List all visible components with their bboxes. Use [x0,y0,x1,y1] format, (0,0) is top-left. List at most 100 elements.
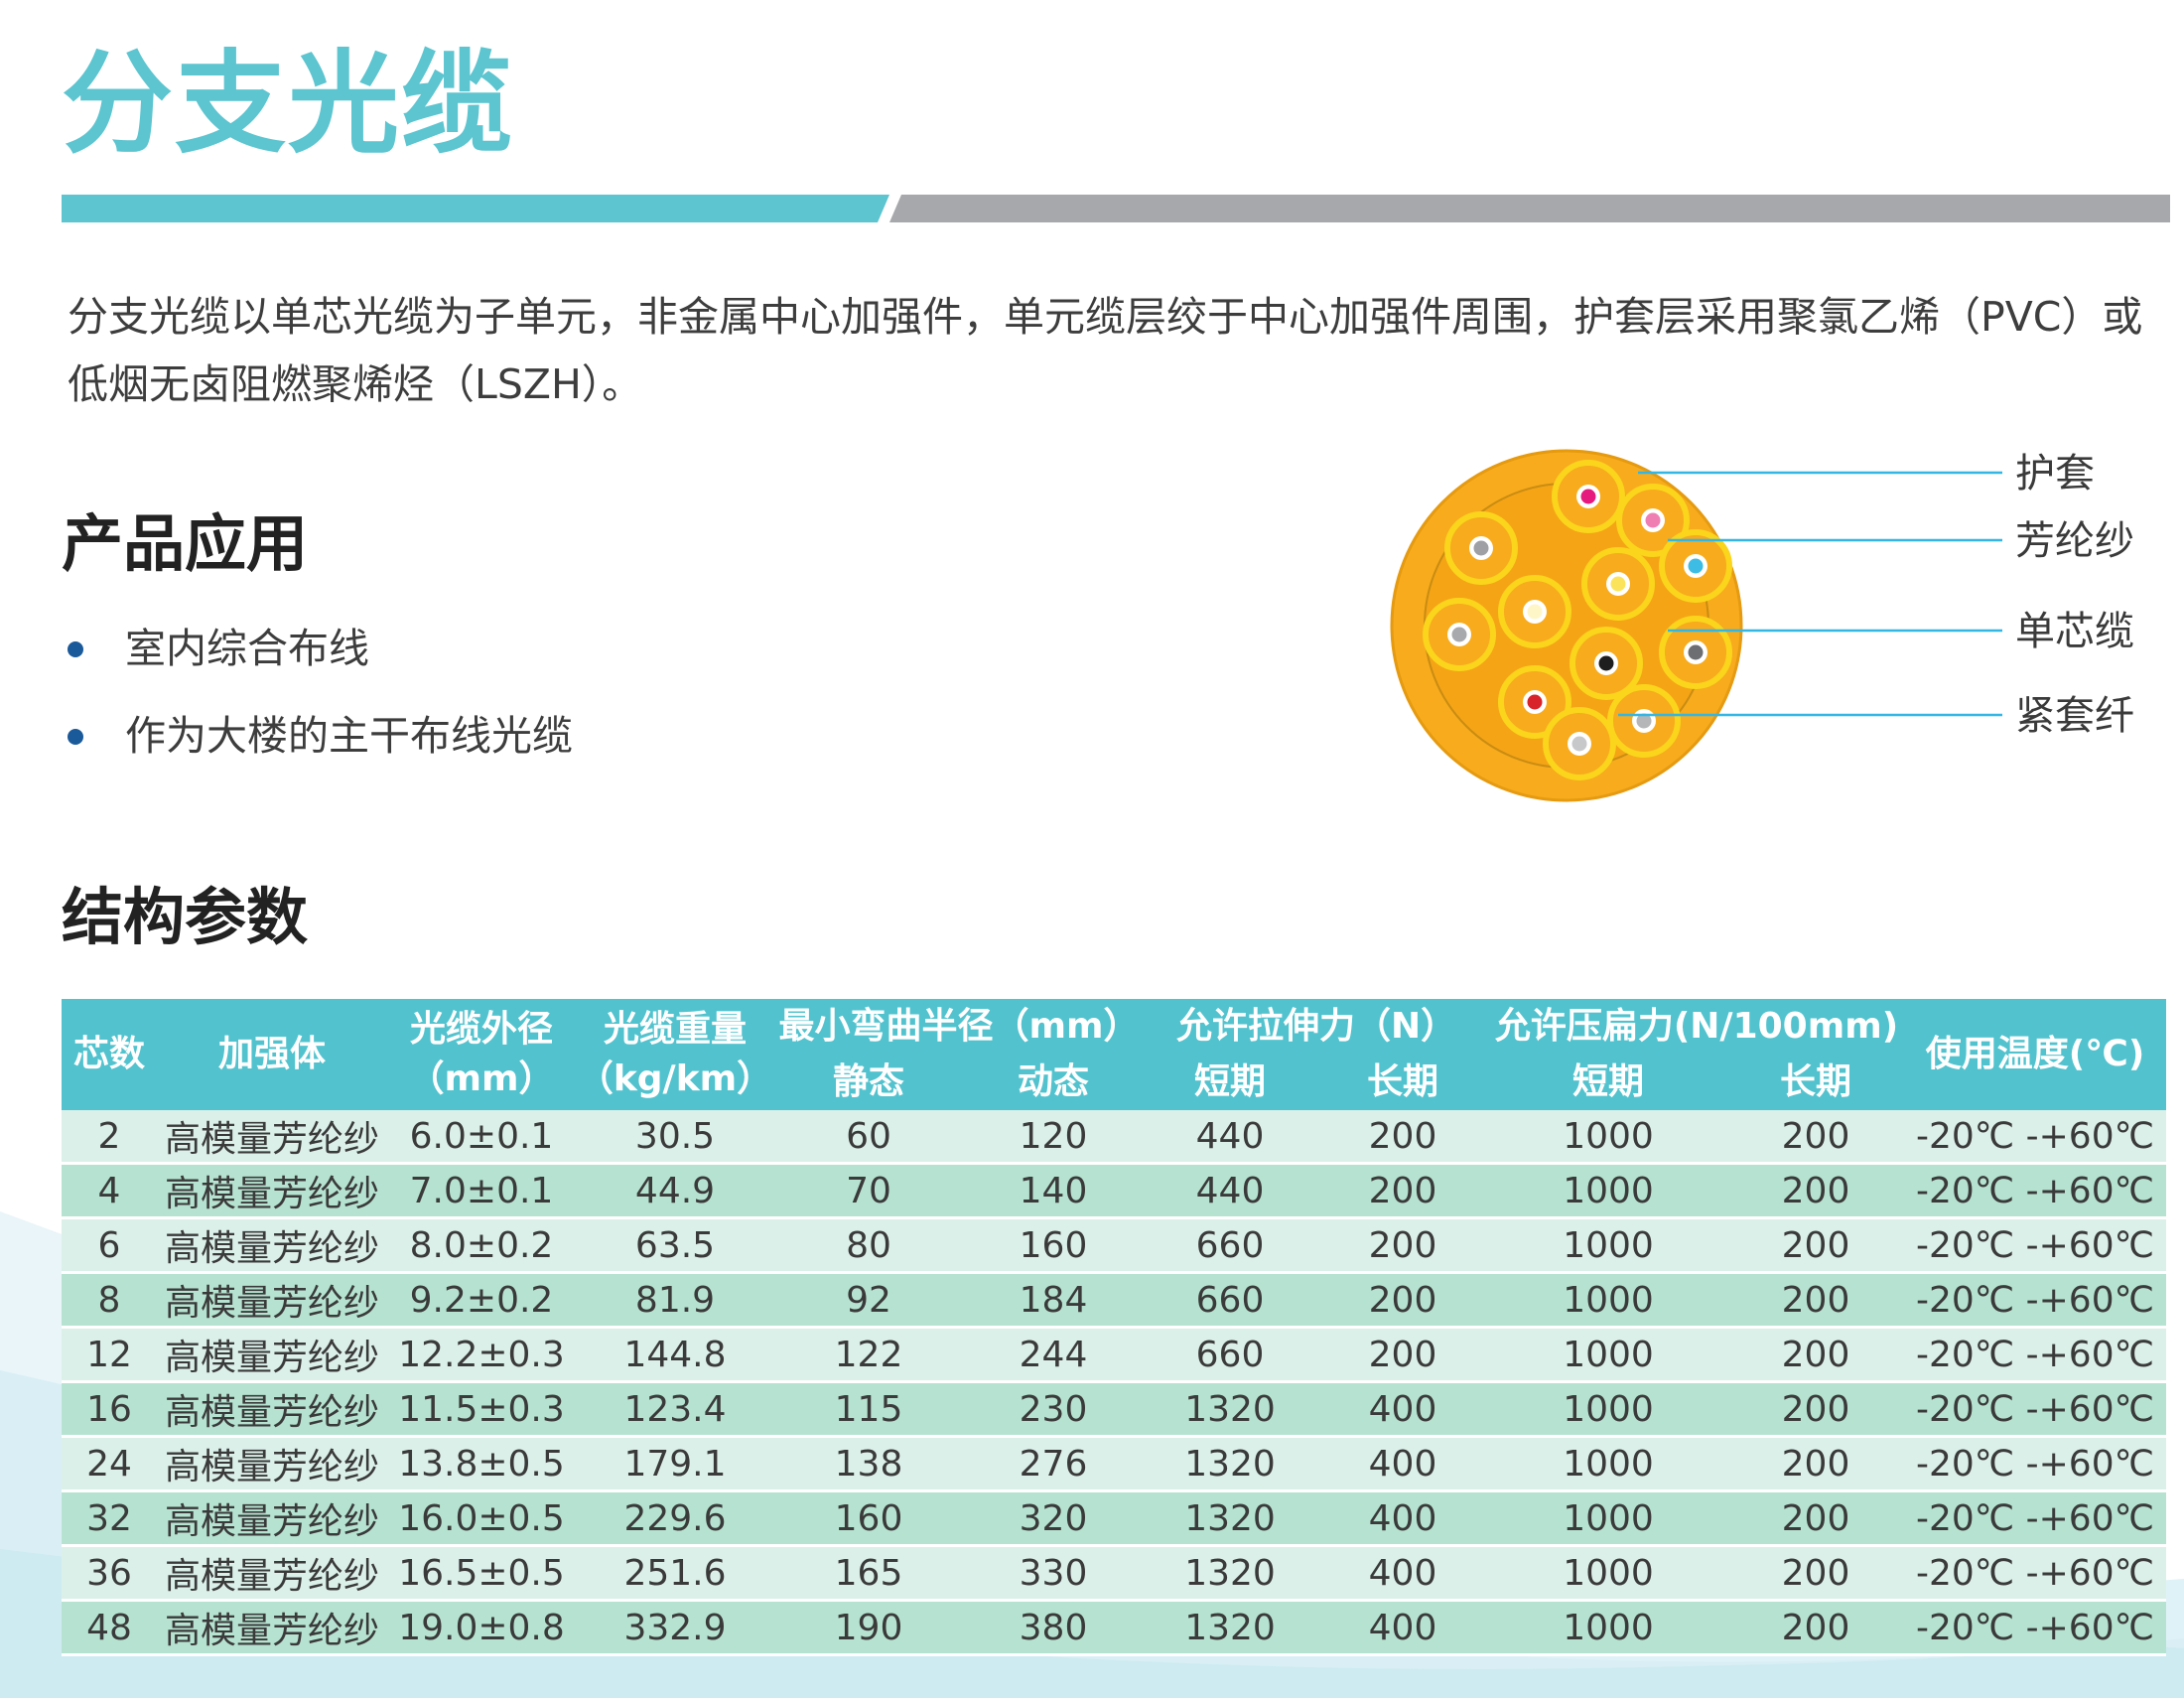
cell-tensile-short: 440 [1144,1110,1316,1165]
bullet-icon [68,729,83,745]
diagram-label-unit-cable: 单芯缆 [2015,609,2134,654]
cell-bend-static: 122 [774,1327,963,1383]
header-cores: 芯数 [62,999,157,1110]
cell-crush-long: 200 [1727,1381,1905,1438]
cell-temperature: -20℃ -+60℃ [1904,1381,2167,1438]
cell-crush-short: 1000 [1489,1545,1728,1602]
table-row: 36 高模量芳纶纱 16.5±0.5 251.6 165 330 1320 400 1000 20… [62,1545,2167,1602]
cell-cores: 24 [62,1436,157,1492]
cell-diameter: 6.0±0.1 [387,1110,576,1165]
cell-cores: 12 [62,1327,157,1383]
cell-weight: 44.9 [576,1163,774,1219]
cell-tensile-short: 1320 [1144,1545,1316,1602]
cable-cross-section-diagram: 护套 芳纶纱 单芯缆 紧套纤 [1390,449,2134,802]
cell-crush-short: 1000 [1489,1272,1728,1329]
cell-weight: 251.6 [576,1545,774,1602]
cell-diameter: 13.8±0.5 [387,1436,576,1492]
fiber-core [1688,644,1704,660]
cell-diameter: 9.2±0.2 [387,1272,576,1329]
cell-bend-dynamic: 184 [963,1272,1144,1329]
table-row: 6 高模量芳纶纱 8.0±0.2 63.5 80 160 660 200 1000 200 -20℃… [62,1217,2167,1274]
applications-heading: 产品应用 [62,507,309,580]
cell-temperature: -20℃ -+60℃ [1904,1490,2167,1547]
cell-tensile-short: 660 [1144,1272,1316,1329]
cell-weight: 63.5 [576,1217,774,1274]
cell-bend-static: 165 [774,1545,963,1602]
cell-bend-static: 80 [774,1217,963,1274]
cell-bend-static: 115 [774,1381,963,1438]
cell-diameter: 19.0±0.8 [387,1600,576,1656]
cell-diameter: 8.0±0.2 [387,1217,576,1274]
cell-crush-short: 1000 [1489,1381,1728,1438]
cell-crush-long: 200 [1727,1110,1905,1165]
header-crush-long: 长期 [1727,1055,1905,1110]
cell-tensile-long: 200 [1316,1163,1490,1219]
cell-temperature: -20℃ -+60℃ [1904,1600,2167,1656]
table-row: 4 高模量芳纶纱 7.0±0.1 44.9 70 140 440 200 1000 200 -20℃… [62,1163,2167,1219]
cell-crush-long: 200 [1727,1163,1905,1219]
cell-diameter: 7.0±0.1 [387,1163,576,1219]
header-weight: 光缆重量（kg/km） [576,999,774,1110]
cell-bend-static: 138 [774,1436,963,1492]
header-bend-dynamic: 动态 [963,1055,1144,1110]
cell-cores: 8 [62,1272,157,1329]
header-temperature: 使用温度(℃) [1904,999,2167,1110]
cell-temperature: -20℃ -+60℃ [1904,1327,2167,1383]
header-crush: 允许压扁力(N/100mm) [1489,999,1905,1055]
header-bend-static: 静态 [774,1055,963,1110]
cell-bend-dynamic: 140 [963,1163,1144,1219]
cell-bend-static: 160 [774,1490,963,1547]
fiber-core [1473,540,1489,556]
table-row: 32 高模量芳纶纱 16.0±0.5 229.6 160 320 1320 400 1000 20… [62,1490,2167,1547]
cell-crush-long: 200 [1727,1600,1905,1656]
fiber-core [1527,604,1543,620]
cell-weight: 332.9 [576,1600,774,1656]
table-row: 16 高模量芳纶纱 11.5±0.3 123.4 115 230 1320 400 1000 20… [62,1381,2167,1438]
cell-tensile-short: 440 [1144,1163,1316,1219]
cell-crush-short: 1000 [1489,1327,1728,1383]
cell-crush-long: 200 [1727,1327,1905,1383]
header-crush-short: 短期 [1489,1055,1728,1110]
cell-strength: 高模量芳纶纱 [157,1600,387,1656]
cell-cores: 36 [62,1545,157,1602]
fiber-units [1423,460,1732,780]
diagram-label-tight-buffer: 紧套纤 [2015,693,2134,739]
fiber-core [1571,736,1587,752]
list-item: 室内综合布线 [68,614,573,701]
cell-weight: 144.8 [576,1327,774,1383]
cell-tensile-long: 400 [1316,1545,1490,1602]
cell-temperature: -20℃ -+60℃ [1904,1545,2167,1602]
bullet-icon [68,641,83,657]
cell-crush-long: 200 [1727,1272,1905,1329]
cell-cores: 4 [62,1163,157,1219]
table-row: 8 高模量芳纶纱 9.2±0.2 81.9 92 184 660 200 1000 200 -20℃… [62,1272,2167,1329]
cell-tensile-long: 200 [1316,1272,1490,1329]
cell-strength: 高模量芳纶纱 [157,1272,387,1329]
cell-crush-short: 1000 [1489,1436,1728,1492]
header-diameter: 光缆外径（mm） [387,999,576,1110]
cell-bend-dynamic: 276 [963,1436,1144,1492]
cell-tensile-short: 1320 [1144,1381,1316,1438]
title-divider [62,195,2170,222]
leader-lines [1618,471,2002,717]
cell-crush-short: 1000 [1489,1490,1728,1547]
fiber-core [1645,512,1661,528]
cell-cores: 2 [62,1110,157,1165]
cell-strength: 高模量芳纶纱 [157,1381,387,1438]
intro-paragraph: 分支光缆以单芯光缆为子单元，非金属中心加强件，单元缆层绞于中心加强件周围，护套层… [68,293,2143,408]
cell-bend-static: 190 [774,1600,963,1656]
cell-weight: 30.5 [576,1110,774,1165]
cell-temperature: -20℃ -+60℃ [1904,1110,2167,1165]
fiber-core [1636,713,1652,729]
cell-bend-dynamic: 380 [963,1600,1144,1656]
table-row: 48 高模量芳纶纱 19.0±0.8 332.9 190 380 1320 400 1000 20… [62,1600,2167,1656]
cell-diameter: 11.5±0.3 [387,1381,576,1438]
cell-strength: 高模量芳纶纱 [157,1327,387,1383]
cell-diameter: 16.5±0.5 [387,1545,576,1602]
header-tensile-long: 长期 [1316,1055,1490,1110]
cell-weight: 229.6 [576,1490,774,1547]
cell-temperature: -20℃ -+60℃ [1904,1217,2167,1274]
cell-diameter: 12.2±0.3 [387,1327,576,1383]
cell-tensile-long: 400 [1316,1490,1490,1547]
applications-list: 室内综合布线 作为大楼的主干布线光缆 [68,614,573,788]
